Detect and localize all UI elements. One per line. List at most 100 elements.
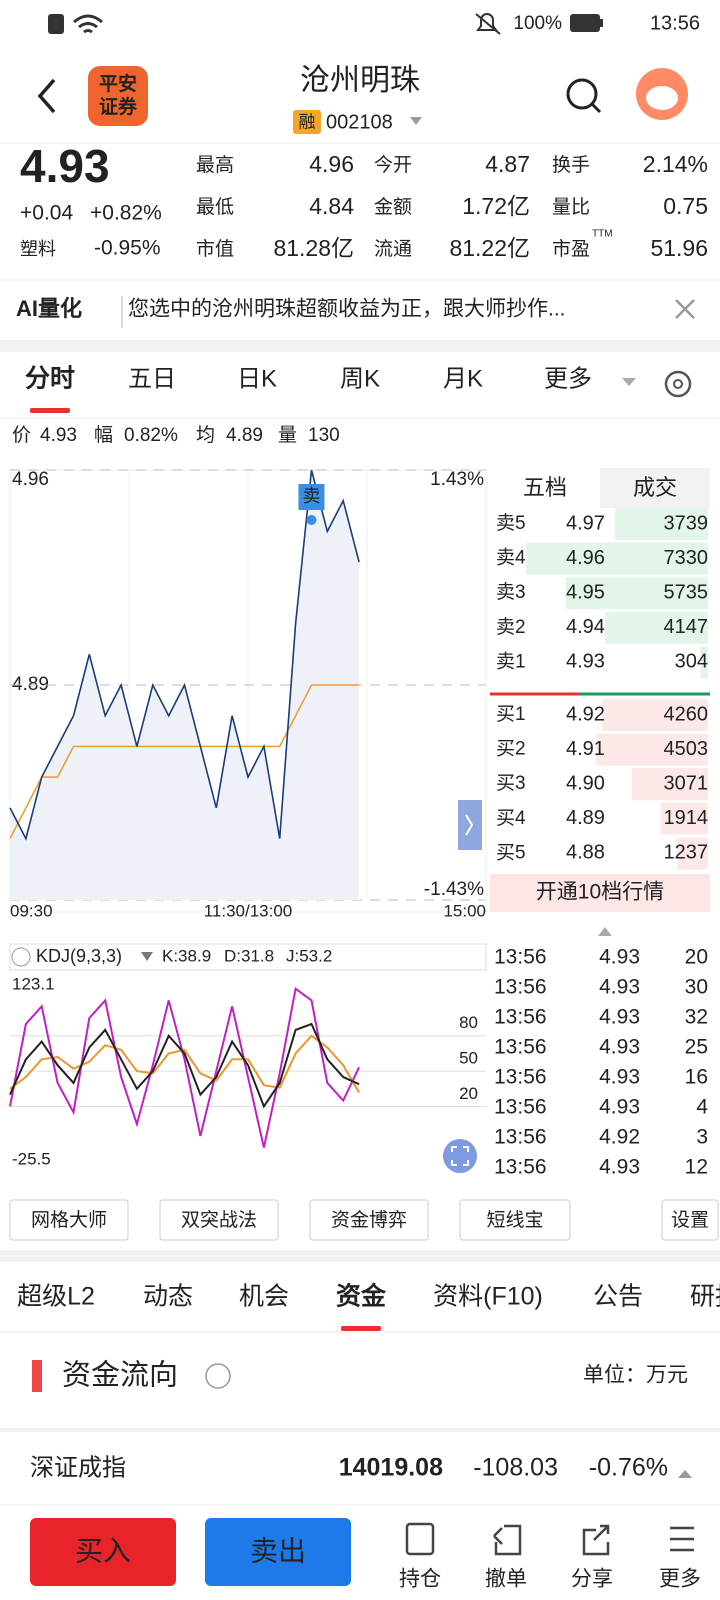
- sim-icon: [48, 14, 64, 34]
- code-dropdown[interactable]: [410, 117, 422, 125]
- avatar-face: [646, 86, 678, 110]
- book-price: 4.93: [566, 651, 605, 673]
- period-tab[interactable]: 分时: [25, 365, 75, 393]
- change: +0.04: [20, 202, 73, 225]
- index-name: 深证成指: [30, 1454, 126, 1481]
- kdj-header: [9, 943, 487, 971]
- kdj-tick-label: 80: [459, 1013, 478, 1032]
- tab-bg: [600, 468, 710, 508]
- tool-button[interactable]: [9, 1199, 129, 1241]
- indicator-title: KDJ(9,3,3): [36, 946, 122, 966]
- section-tab[interactable]: 研报: [690, 1283, 720, 1311]
- book-price: 4.91: [566, 738, 605, 760]
- tool-button[interactable]: [309, 1199, 429, 1241]
- trade-volume: 25: [685, 1036, 708, 1059]
- section-tab[interactable]: 机会: [239, 1283, 289, 1311]
- gap: [0, 1250, 720, 1262]
- tool-button[interactable]: [661, 1199, 719, 1241]
- kdj-dropdown[interactable]: [141, 952, 153, 961]
- stat-label: 市盈: [552, 238, 590, 260]
- period-tab[interactable]: 更多: [544, 365, 592, 392]
- section-tab[interactable]: 超级L2: [17, 1283, 95, 1311]
- book-label: 卖3: [496, 581, 526, 603]
- tool-label: 网格大师: [31, 1209, 107, 1231]
- section-tab[interactable]: 资金: [336, 1282, 387, 1311]
- back-button[interactable]: [37, 78, 56, 114]
- stat-label: 最低: [196, 196, 234, 218]
- book-price: 4.88: [566, 842, 605, 864]
- trade-time: 13:56: [494, 1066, 547, 1089]
- trade-time: 13:56: [494, 976, 547, 999]
- expand-book-tab[interactable]: [458, 800, 482, 850]
- tool-label: 短线宝: [486, 1209, 543, 1231]
- action-label[interactable]: 持仓: [399, 1568, 441, 1591]
- stat-sup: TTM: [592, 229, 613, 240]
- kdj-tick-label: 50: [459, 1049, 478, 1068]
- section-tab[interactable]: 资料(F10): [433, 1283, 543, 1311]
- period-tab[interactable]: 日K: [237, 365, 277, 392]
- trade-volume: 20: [685, 946, 708, 969]
- stat-value: 0.75: [663, 193, 708, 219]
- action-label[interactable]: 分享: [571, 1568, 613, 1591]
- stock-code: 002108: [326, 111, 393, 133]
- tool-button[interactable]: [159, 1199, 279, 1241]
- period-tab[interactable]: 五日: [128, 365, 176, 392]
- banner-close[interactable]: [675, 299, 695, 319]
- upgrade-text[interactable]: 开通10档行情: [536, 881, 664, 904]
- upgrade-bar[interactable]: [490, 874, 710, 912]
- trade-time: 13:56: [494, 1096, 547, 1119]
- info-icon[interactable]: [205, 1363, 231, 1389]
- trade-volume: 3: [696, 1126, 708, 1149]
- trade-volume: 4: [696, 1096, 708, 1119]
- book-price: 4.94: [566, 616, 605, 638]
- buy-button[interactable]: [30, 1518, 176, 1586]
- index-expand[interactable]: [678, 1470, 692, 1478]
- trade-time: 13:56: [494, 1156, 547, 1179]
- period-tab[interactable]: 周K: [340, 365, 380, 392]
- trade-time: 13:56: [494, 1006, 547, 1029]
- book-tab[interactable]: 五档: [523, 475, 567, 500]
- x-tick-label: 15:00: [443, 901, 486, 920]
- stat-label: 流通: [374, 238, 412, 260]
- period-tab[interactable]: 月K: [443, 365, 483, 392]
- trade-price: 4.92: [599, 1126, 640, 1149]
- book-volume: 1914: [664, 807, 709, 829]
- logo-text: 平安: [99, 72, 137, 95]
- section-tab[interactable]: 动态: [143, 1283, 193, 1311]
- book-volume: 7330: [664, 547, 709, 569]
- info-amp-label: 幅: [94, 424, 113, 446]
- fullscreen-button[interactable]: [443, 1139, 477, 1173]
- section-tab[interactable]: 公告: [593, 1283, 643, 1311]
- stat-value: 1.72亿: [462, 193, 530, 219]
- book-tab[interactable]: 成交: [633, 475, 677, 500]
- sell-button[interactable]: [205, 1518, 351, 1586]
- trade-volume: 30: [685, 976, 708, 999]
- kdj-info[interactable]: [11, 947, 31, 967]
- action-label[interactable]: 更多: [659, 1568, 701, 1591]
- volume-bar: [631, 768, 708, 801]
- trade-price: 4.93: [599, 976, 640, 999]
- indicator-legend: K:38.9: [162, 946, 211, 965]
- stat-label: 最高: [196, 154, 234, 176]
- settings-button[interactable]: [664, 370, 692, 398]
- trade-volume: 16: [685, 1066, 708, 1089]
- book-label: 买1: [496, 704, 526, 725]
- ai-label: AI量化: [16, 296, 82, 321]
- action-label[interactable]: 撤单: [485, 1568, 527, 1591]
- trades-scroll: [598, 927, 612, 936]
- tool-button[interactable]: [459, 1199, 571, 1241]
- wifi-icon: [73, 14, 103, 34]
- book-label: 买3: [496, 773, 526, 794]
- more-icon: [670, 1526, 694, 1552]
- indicator-legend: D:31.8: [224, 946, 274, 965]
- book-volume: 4260: [664, 703, 709, 725]
- search-button[interactable]: [566, 78, 598, 110]
- more-dropdown[interactable]: [622, 378, 636, 386]
- settings-hub: [673, 379, 683, 389]
- stat-value: 2.14%: [643, 151, 708, 177]
- book-label: 卖1: [496, 650, 526, 672]
- y2-tick-label: -1.43%: [424, 879, 484, 900]
- trade-price: 4.93: [599, 946, 640, 969]
- average-line: [9, 684, 360, 839]
